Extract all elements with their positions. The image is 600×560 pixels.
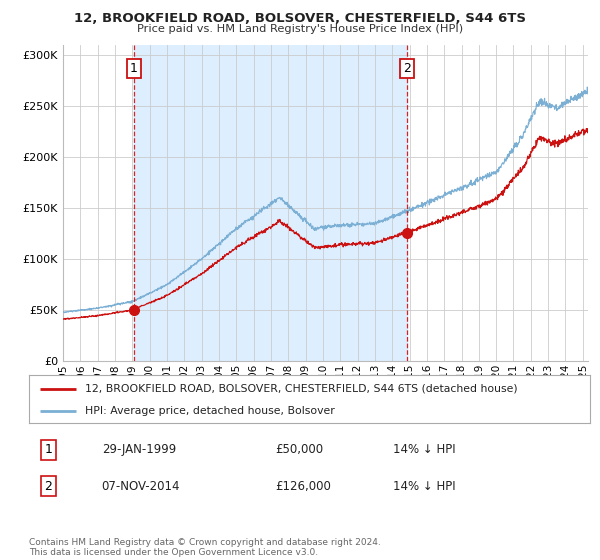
- Bar: [134, 45, 407, 361]
- Text: 29-JAN-1999: 29-JAN-1999: [102, 444, 176, 456]
- Text: 12, BROOKFIELD ROAD, BOLSOVER, CHESTERFIELD, S44 6TS: 12, BROOKFIELD ROAD, BOLSOVER, CHESTERFI…: [74, 12, 526, 25]
- Text: £126,000: £126,000: [275, 480, 332, 493]
- Text: 1: 1: [130, 62, 137, 75]
- Text: Contains HM Land Registry data © Crown copyright and database right 2024.
This d: Contains HM Land Registry data © Crown c…: [29, 538, 380, 557]
- Text: 14% ↓ HPI: 14% ↓ HPI: [394, 480, 456, 493]
- Text: 14% ↓ HPI: 14% ↓ HPI: [394, 444, 456, 456]
- Text: £50,000: £50,000: [275, 444, 324, 456]
- Text: 2: 2: [403, 62, 411, 75]
- Text: 07-NOV-2014: 07-NOV-2014: [102, 480, 180, 493]
- Text: 1: 1: [44, 444, 52, 456]
- Text: 2: 2: [44, 480, 52, 493]
- Text: Price paid vs. HM Land Registry's House Price Index (HPI): Price paid vs. HM Land Registry's House …: [137, 24, 463, 34]
- Text: 12, BROOKFIELD ROAD, BOLSOVER, CHESTERFIELD, S44 6TS (detached house): 12, BROOKFIELD ROAD, BOLSOVER, CHESTERFI…: [85, 384, 518, 394]
- Text: HPI: Average price, detached house, Bolsover: HPI: Average price, detached house, Bols…: [85, 406, 335, 416]
